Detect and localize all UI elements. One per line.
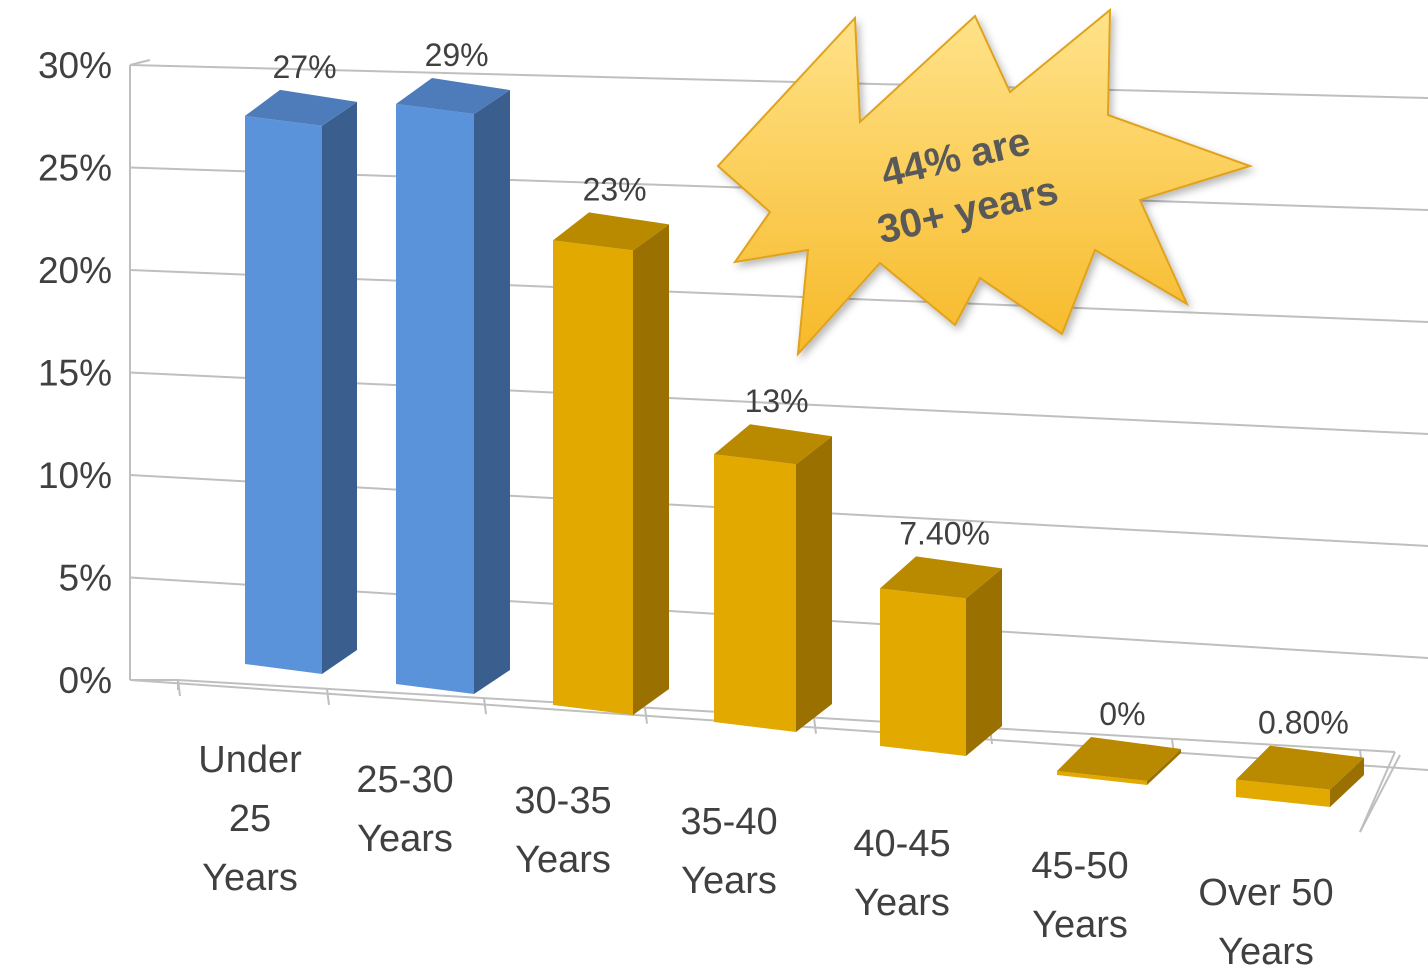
bar-front-face bbox=[714, 454, 796, 732]
data-label: 0.80% bbox=[1258, 705, 1349, 741]
bar-side-face bbox=[322, 101, 357, 674]
category-label: 35-40 Years bbox=[680, 801, 777, 902]
category-label: 30-35 Years bbox=[514, 780, 611, 881]
data-label: 27% bbox=[272, 49, 336, 85]
x-tick bbox=[644, 707, 648, 724]
bar-top-face bbox=[880, 556, 1002, 599]
category-label: 45-50 Years bbox=[1031, 845, 1128, 946]
data-label: 13% bbox=[745, 383, 809, 419]
bar-top-face bbox=[396, 78, 510, 114]
x-tick bbox=[813, 717, 817, 734]
data-label: 23% bbox=[583, 171, 647, 207]
bar-side-face bbox=[633, 224, 669, 715]
y-tick-label: 30% bbox=[38, 45, 112, 86]
bar-front-face bbox=[245, 115, 322, 674]
bar-front-face bbox=[553, 240, 633, 715]
annotation-starburst: 44% are30+ years bbox=[716, 7, 1254, 357]
y-tick-label: 0% bbox=[59, 660, 112, 701]
x-tick bbox=[326, 688, 330, 705]
gridline bbox=[129, 64, 1428, 99]
bar-top-face bbox=[1236, 745, 1364, 790]
category-label: Under 25 Years bbox=[198, 739, 302, 899]
bar-top-face bbox=[245, 89, 357, 126]
y-tick-label: 15% bbox=[38, 353, 112, 394]
bar-top-face bbox=[714, 424, 832, 465]
data-label: 0% bbox=[1099, 696, 1145, 732]
bar-side-face bbox=[1147, 749, 1181, 785]
bars bbox=[245, 78, 1364, 807]
y-axis-tick-labels: 0% 5% 10% 15% 20% 25% 30% bbox=[38, 45, 112, 701]
bar bbox=[880, 556, 1002, 756]
bar-side-face bbox=[1330, 757, 1364, 807]
bar bbox=[553, 212, 669, 715]
bar bbox=[245, 89, 357, 674]
floor-right-edge-2 bbox=[1359, 754, 1401, 833]
x-axis-category-labels: Under 25 Years 25-30 Years 30-35 Years 35-40 Yea… bbox=[198, 739, 1333, 970]
x-tick bbox=[177, 679, 181, 697]
y-tick-label: 25% bbox=[38, 148, 112, 189]
bar bbox=[1057, 737, 1181, 785]
data-labels: 27% 29% 23% 13% 7.40% 0% 0.80% bbox=[272, 37, 1348, 741]
bar bbox=[714, 424, 832, 732]
category-label: Over 50 Years bbox=[1198, 872, 1333, 970]
wall-top-edge bbox=[129, 59, 151, 66]
bar bbox=[396, 78, 510, 694]
bar-front-face bbox=[396, 104, 474, 694]
bar bbox=[1236, 745, 1364, 807]
category-label: 40-45 Years bbox=[853, 823, 950, 924]
bar-front-face bbox=[1236, 779, 1330, 807]
category-label: 25-30 Years bbox=[356, 759, 453, 860]
data-label: 29% bbox=[425, 37, 489, 73]
y-tick-label: 5% bbox=[59, 558, 112, 599]
data-label: 7.40% bbox=[899, 515, 990, 551]
bar-top-face bbox=[553, 212, 669, 251]
bar-side-face bbox=[966, 568, 1002, 756]
bar-top-face bbox=[1057, 737, 1181, 781]
bar-side-face bbox=[474, 90, 510, 694]
x-tick bbox=[483, 697, 487, 715]
starburst-shape bbox=[716, 7, 1254, 357]
bar-side-face bbox=[796, 436, 832, 732]
y-tick-label: 10% bbox=[38, 455, 112, 496]
bar-front-face bbox=[880, 588, 966, 756]
bar-front-face bbox=[1057, 771, 1147, 785]
y-tick-label: 20% bbox=[38, 250, 112, 291]
